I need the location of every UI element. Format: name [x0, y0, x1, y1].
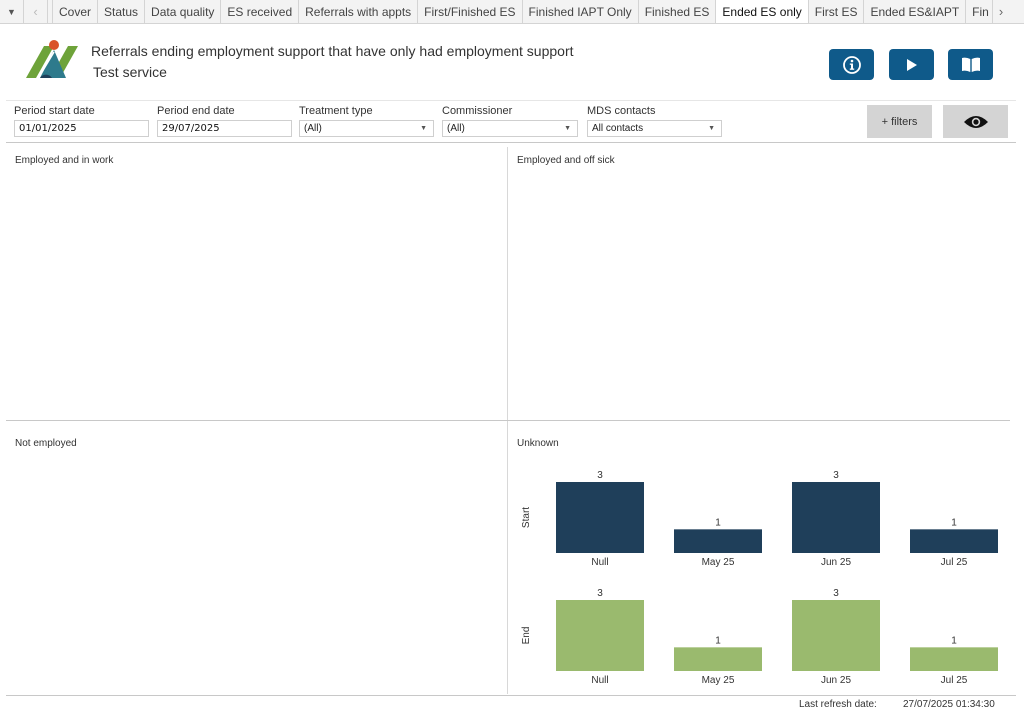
show-hide-button[interactable]	[943, 105, 1008, 138]
data-label: 1	[951, 517, 957, 528]
commissioner-value: (All)	[447, 123, 465, 134]
employed-in-work-title: Employed and in work	[15, 155, 114, 166]
not-employed-title: Not employed	[15, 438, 77, 449]
tab-finished-iapt-only[interactable]: Finished IAPT Only	[522, 0, 639, 23]
bar-end-jul-25	[910, 647, 998, 671]
data-label: 3	[597, 470, 603, 481]
chevron-right-icon: ›	[998, 4, 1004, 19]
caret-down-icon: ▼	[7, 6, 16, 17]
service-name: Test service	[93, 64, 167, 80]
footer-divider	[6, 695, 1016, 696]
period-start-filter: Period start date 01/01/2025	[14, 104, 149, 137]
tab-es-received[interactable]: ES received	[221, 0, 300, 23]
x-tick-label: May 25	[702, 675, 735, 686]
bar-end-jun-25	[792, 600, 880, 671]
sheet-tab-bar: ▼ ‹ Cover Status Data quality ES receive…	[0, 0, 1024, 24]
unknown-bar-chart: Start 3 Null 1 May 25 3 Jun 25 1 Jul 25 End 3 Null 1…	[521, 470, 998, 686]
data-label: 1	[715, 635, 721, 646]
info-button[interactable]	[829, 49, 874, 80]
commissioner-label: Commissioner	[442, 105, 513, 117]
tab-ended-es-iapt[interactable]: Ended ES&IAPT	[864, 0, 967, 23]
row-label-end: End	[521, 627, 532, 645]
period-end-filter: Period end date 29/07/2025	[157, 104, 292, 137]
tab-first-finished-es[interactable]: First/Finished ES	[418, 0, 523, 23]
chevron-left-icon: ‹	[33, 4, 38, 19]
caret-down-icon: ▼	[708, 125, 715, 132]
bar-end-may-25	[674, 647, 762, 671]
caret-down-icon: ▼	[420, 125, 427, 132]
filter-bar: Period start date 01/01/2025 Period end …	[6, 100, 1016, 143]
data-label: 3	[833, 470, 839, 481]
x-tick-label: Null	[591, 675, 608, 686]
open-book-icon	[961, 57, 980, 72]
tab-scroll-left-button[interactable]: ‹	[24, 0, 48, 23]
row-label-start: Start	[521, 507, 532, 528]
tab-referrals-with-appts[interactable]: Referrals with appts	[299, 0, 419, 23]
play-icon	[906, 58, 917, 71]
mds-contacts-filter: MDS contacts All contacts ▼	[587, 104, 722, 137]
mds-contacts-value: All contacts	[592, 123, 644, 134]
page-title: Referrals ending employment support that…	[91, 43, 574, 59]
tab-cover[interactable]: Cover	[53, 0, 99, 23]
treatment-type-filter: Treatment type (All) ▼	[299, 104, 434, 137]
period-start-input[interactable]: 01/01/2025	[14, 120, 149, 137]
x-tick-label: Jun 25	[821, 557, 851, 568]
tab-finished-es[interactable]: Finished ES	[638, 0, 717, 23]
play-button[interactable]	[889, 49, 934, 80]
horizontal-divider	[6, 420, 1010, 421]
info-circle-icon	[842, 55, 861, 74]
tab-scroll-right-button[interactable]: ›	[993, 0, 1009, 23]
data-label: 3	[833, 588, 839, 599]
last-refresh-label: Last refresh date:	[799, 699, 877, 710]
employed-off-sick-title: Employed and off sick	[517, 155, 615, 166]
x-tick-label: Null	[591, 557, 608, 568]
data-label: 1	[715, 517, 721, 528]
tab-first-es[interactable]: First ES	[808, 0, 865, 23]
caret-down-icon: ▼	[564, 125, 571, 132]
commissioner-filter: Commissioner (All) ▼	[442, 104, 578, 137]
tab-data-quality[interactable]: Data quality	[145, 0, 222, 23]
bar-start-null	[556, 482, 644, 553]
bar-start-jul-25	[910, 529, 998, 553]
unknown-title: Unknown	[517, 438, 559, 449]
treatment-type-select[interactable]: (All) ▼	[299, 120, 434, 137]
bar-start-may-25	[674, 529, 762, 553]
mds-contacts-label: MDS contacts	[587, 105, 656, 117]
more-filters-button[interactable]: + filters	[867, 105, 932, 138]
x-tick-label: Jul 25	[941, 675, 968, 686]
last-refresh-value: 27/07/2025 01:34:30	[903, 699, 995, 710]
x-tick-label: Jul 25	[941, 557, 968, 568]
tab-fin-truncated[interactable]: Fin	[966, 0, 993, 23]
mds-contacts-select[interactable]: All contacts ▼	[587, 120, 722, 137]
period-end-label: Period end date	[157, 105, 235, 117]
data-label: 3	[597, 588, 603, 599]
period-end-input[interactable]: 29/07/2025	[157, 120, 292, 137]
treatment-type-value: (All)	[304, 123, 322, 134]
x-tick-label: Jun 25	[821, 675, 851, 686]
data-label: 1	[951, 635, 957, 646]
x-tick-label: May 25	[702, 557, 735, 568]
bar-start-jun-25	[792, 482, 880, 553]
tab-spacer	[48, 0, 53, 23]
tab-status[interactable]: Status	[98, 0, 146, 23]
tab-menu-button[interactable]: ▼	[0, 0, 24, 23]
period-start-label: Period start date	[14, 105, 95, 117]
guide-button[interactable]	[948, 49, 993, 80]
logo-icon	[26, 40, 78, 78]
bar-end-null	[556, 600, 644, 671]
treatment-type-label: Treatment type	[299, 105, 373, 117]
commissioner-select[interactable]: (All) ▼	[442, 120, 578, 137]
tab-ended-es-only[interactable]: Ended ES only	[716, 0, 809, 23]
eye-icon	[963, 115, 988, 128]
